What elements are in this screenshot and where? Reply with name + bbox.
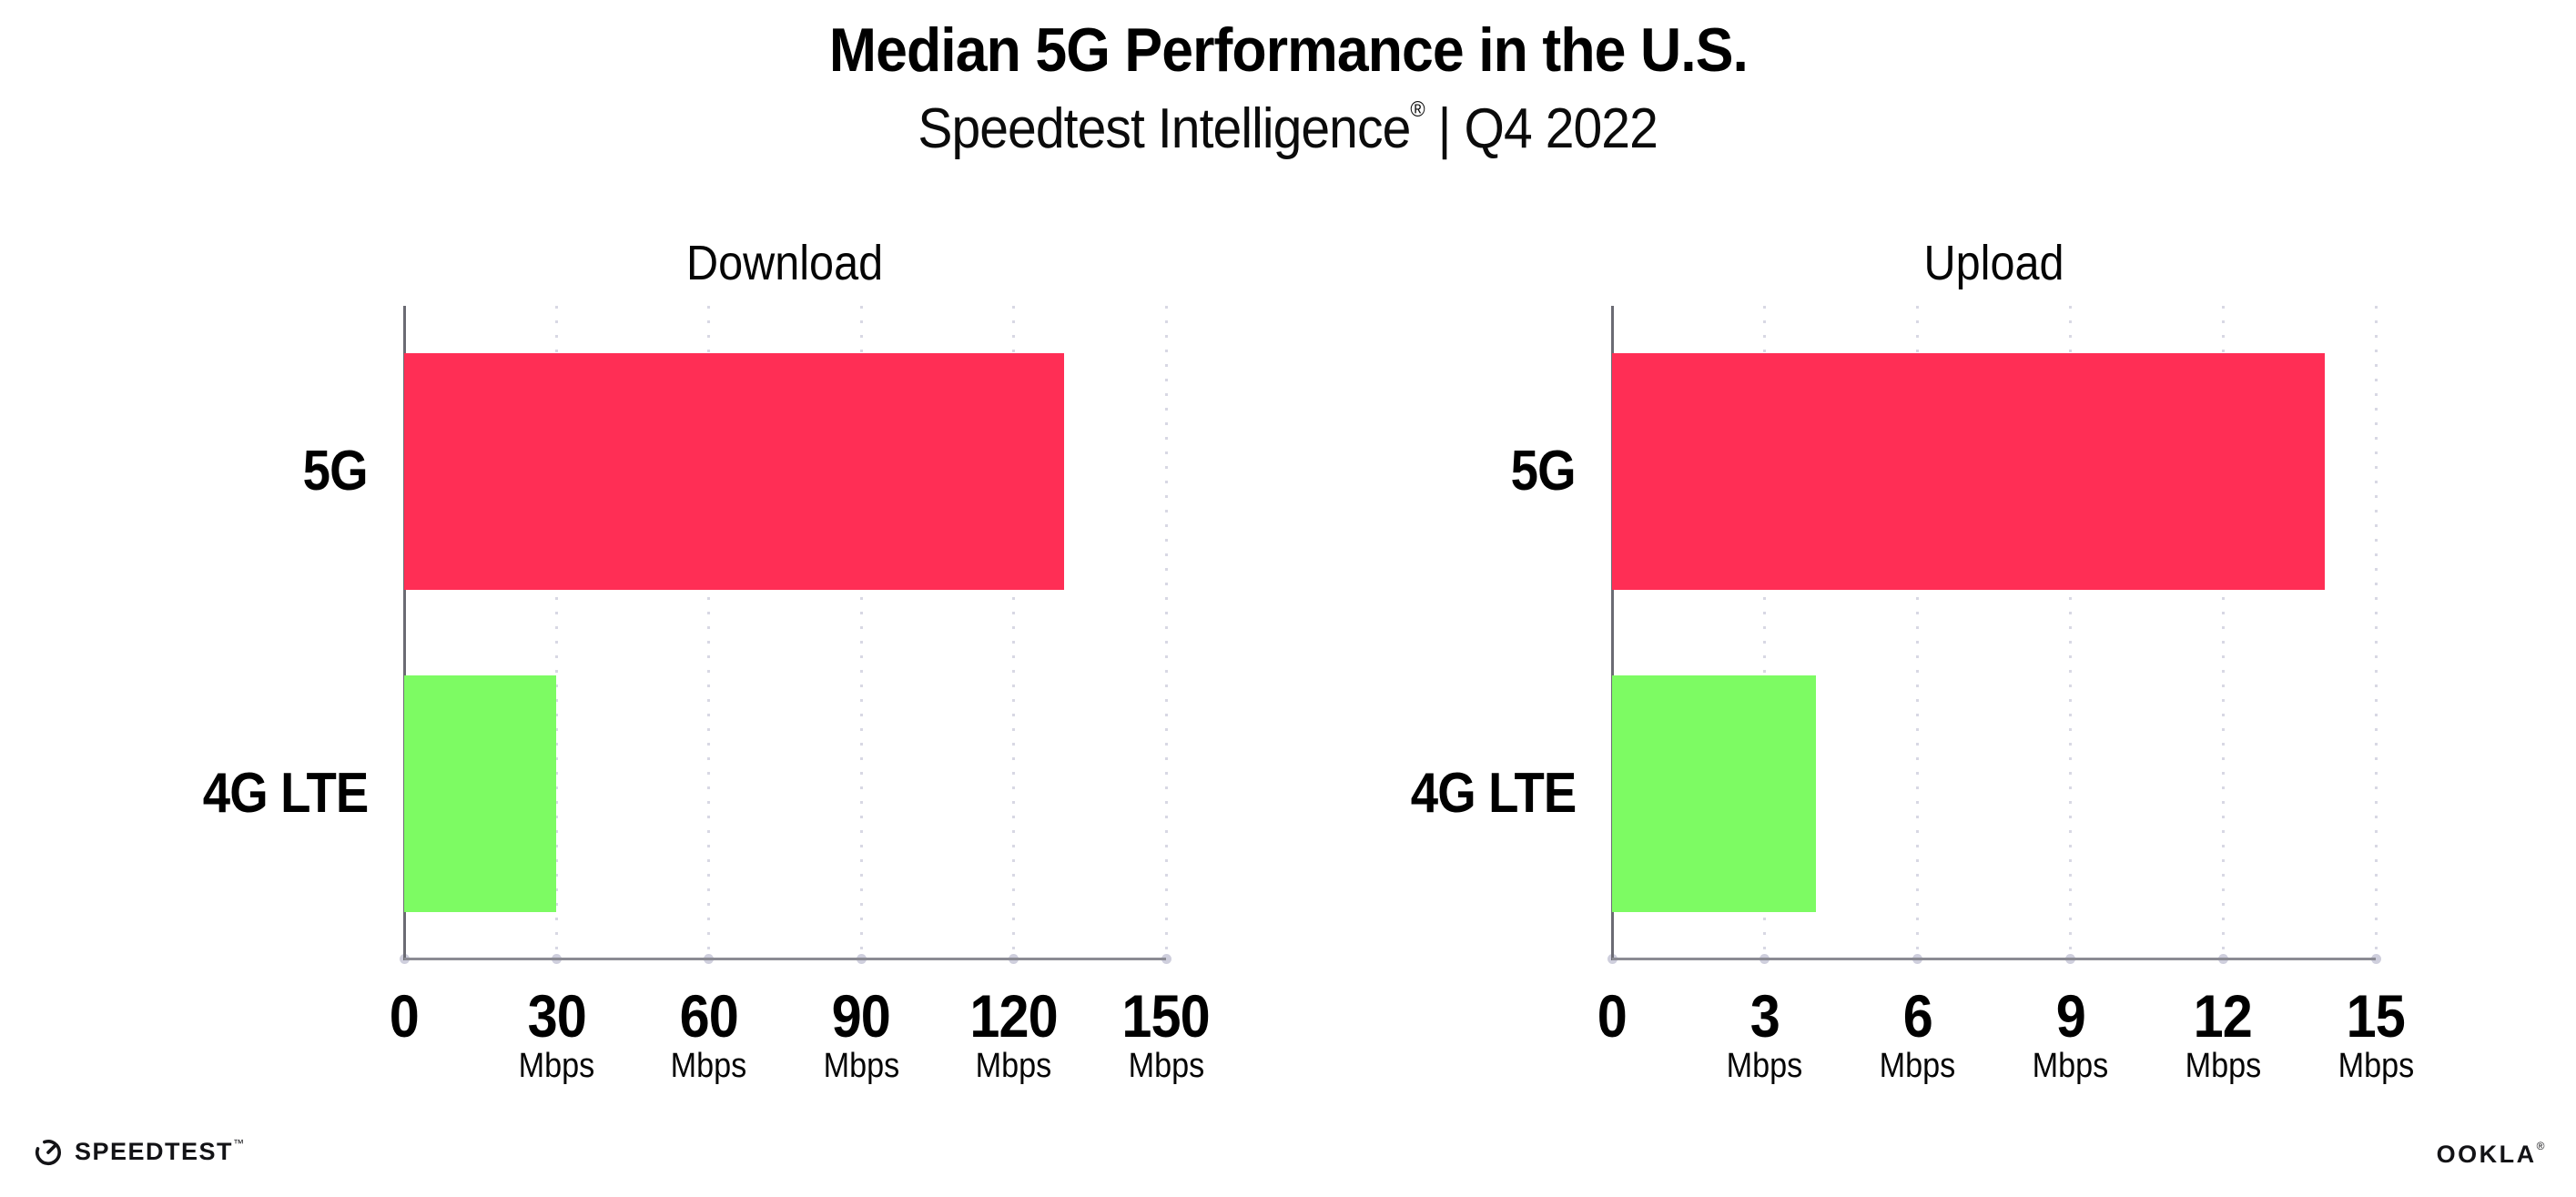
category-label-text: 4G LTE [1410, 762, 1577, 826]
tick-label-text: 30 [527, 982, 586, 1050]
tick-unit-30: Mbps [447, 1047, 665, 1086]
tick-label-0: 0 [1503, 981, 1721, 1050]
tick-label-text: 3 [1749, 982, 1780, 1050]
gridline-15 [2374, 306, 2378, 959]
tick-label-12: 12 [2114, 981, 2332, 1050]
chart-title-text: Upload [1923, 236, 2064, 290]
tick-dot-150 [1161, 954, 1171, 964]
tick-label-text: 120 [969, 982, 1058, 1050]
tick-label-9: 9 [1961, 981, 2179, 1050]
tick-unit-60: Mbps [600, 1047, 818, 1086]
tick-unit-text: Mbps [2032, 1047, 2109, 1085]
ookla-registered-mark: ® [2536, 1140, 2547, 1152]
gridline-120 [1012, 306, 1016, 959]
ookla-wordmark-text: OOKLA [2436, 1141, 2537, 1168]
tick-label-30: 30 [447, 981, 665, 1050]
tick-unit-text: Mbps [1879, 1047, 1956, 1085]
category-label-5g: 5G [0, 438, 369, 505]
gridline-60 [707, 306, 711, 959]
x-axis-download [404, 958, 1166, 960]
subtitle-brand: Speedtest Intelligence [918, 97, 1412, 160]
bar-5g-upload [1612, 353, 2326, 591]
y-axis-upload [1610, 306, 1614, 960]
gridline-3 [1763, 306, 1767, 959]
gridline-90 [859, 306, 863, 959]
tick-label-90: 90 [752, 981, 970, 1050]
ookla-logo: OOKLA® [2437, 1140, 2547, 1169]
tick-label-text: 90 [832, 982, 891, 1050]
tick-unit-text: Mbps [1726, 1047, 1803, 1085]
gridline-6 [1916, 306, 1920, 959]
bar-4g-lte-upload [1612, 675, 1816, 913]
tick-unit-120: Mbps [905, 1047, 1123, 1086]
gridline-30 [554, 306, 558, 959]
y-axis-download [402, 306, 406, 960]
tick-label-6: 6 [1809, 981, 2027, 1050]
tick-unit-text: Mbps [670, 1047, 747, 1085]
bar-4g-lte-download [404, 675, 557, 913]
subtitle-registered-mark: ® [1410, 97, 1425, 122]
tick-unit-15: Mbps [2267, 1047, 2485, 1086]
page-title: Median 5G Performance in the U.S. [0, 15, 2576, 86]
chart-title-upload: Upload [1721, 235, 2267, 291]
tick-unit-9: Mbps [1961, 1047, 2179, 1086]
tick-label-text: 60 [679, 982, 739, 1050]
ookla-wordmark: OOKLA® [2437, 1140, 2547, 1169]
tick-label-text: 9 [2055, 982, 2085, 1050]
tick-label-150: 150 [1057, 981, 1275, 1050]
category-label-text: 4G LTE [202, 762, 369, 826]
chart-title-text: Download [686, 236, 884, 290]
tick-unit-90: Mbps [752, 1047, 970, 1086]
tick-label-text: 6 [1902, 982, 1933, 1050]
category-label-5g: 5G [1193, 438, 1577, 505]
tick-unit-text: Mbps [2185, 1047, 2261, 1085]
category-label-text: 5G [1510, 440, 1577, 503]
tick-unit-6: Mbps [1809, 1047, 2027, 1086]
gridline-9 [2068, 306, 2072, 959]
gauge-icon [33, 1136, 64, 1167]
tick-label-text: 0 [389, 982, 420, 1050]
tick-label-text: 12 [2194, 982, 2253, 1050]
tick-unit-text: Mbps [823, 1047, 899, 1085]
x-axis-upload [1612, 958, 2376, 960]
tick-label-3: 3 [1656, 981, 1874, 1050]
category-label-4g-lte: 4G LTE [1193, 760, 1577, 827]
gridline-12 [2221, 306, 2225, 959]
page-subtitle: Speedtest Intelligence® | Q4 2022 [0, 96, 2576, 161]
tick-unit-12: Mbps [2114, 1047, 2332, 1086]
tick-label-60: 60 [600, 981, 818, 1050]
category-label-4g-lte: 4G LTE [0, 760, 369, 827]
speedtest-wordmark: SPEEDTEST™ [75, 1137, 246, 1166]
bar-5g-download [404, 353, 1065, 591]
tick-unit-text: Mbps [975, 1047, 1052, 1085]
chart-title-download: Download [512, 235, 1059, 291]
tick-unit-3: Mbps [1656, 1047, 1874, 1086]
category-label-text: 5G [302, 440, 369, 503]
speedtest-wordmark-text: SPEEDTEST [75, 1138, 234, 1165]
page-title-text: Median 5G Performance in the U.S. [828, 15, 1748, 85]
subtitle-period: Q4 2022 [1464, 97, 1658, 160]
tick-unit-text: Mbps [518, 1047, 595, 1085]
speedtest-logo: SPEEDTEST™ [33, 1136, 246, 1167]
speedtest-trademark: ™ [233, 1137, 246, 1150]
subtitle-separator: | [1438, 97, 1452, 160]
tick-label-text: 0 [1597, 982, 1628, 1050]
tick-label-15: 15 [2267, 981, 2485, 1050]
tick-label-text: 150 [1121, 982, 1211, 1050]
tick-dot-15 [2370, 954, 2381, 964]
tick-label-text: 15 [2346, 982, 2406, 1050]
tick-label-120: 120 [905, 981, 1123, 1050]
tick-label-0: 0 [295, 981, 513, 1050]
tick-unit-150: Mbps [1057, 1047, 1275, 1086]
tick-unit-text: Mbps [2338, 1047, 2414, 1085]
tick-unit-text: Mbps [1128, 1047, 1204, 1085]
gridline-150 [1164, 306, 1168, 959]
page-subtitle-text: Speedtest Intelligence® | Q4 2022 [918, 96, 1658, 161]
